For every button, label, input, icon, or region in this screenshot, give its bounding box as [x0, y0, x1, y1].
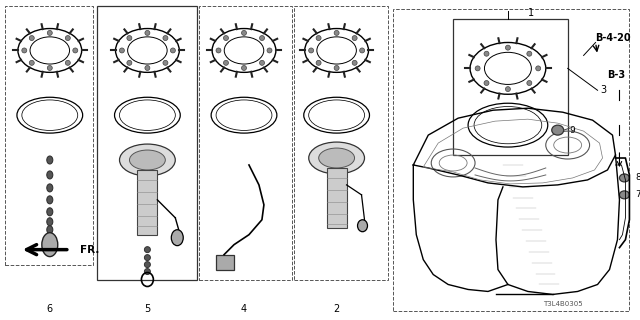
Ellipse shape: [475, 66, 480, 71]
Ellipse shape: [506, 45, 511, 50]
Bar: [97, 6, 197, 279]
Ellipse shape: [145, 30, 150, 36]
Ellipse shape: [223, 60, 228, 65]
Ellipse shape: [527, 51, 532, 56]
Ellipse shape: [223, 36, 228, 41]
Ellipse shape: [129, 150, 165, 170]
Ellipse shape: [163, 60, 168, 65]
Ellipse shape: [358, 220, 367, 232]
Ellipse shape: [316, 36, 321, 41]
Text: 3: 3: [600, 85, 607, 95]
Ellipse shape: [22, 48, 27, 53]
Ellipse shape: [334, 30, 339, 36]
Bar: [394, 9, 629, 311]
Bar: [453, 19, 568, 155]
Ellipse shape: [47, 226, 52, 234]
Ellipse shape: [484, 81, 489, 85]
Ellipse shape: [172, 230, 183, 246]
Ellipse shape: [145, 247, 150, 252]
Ellipse shape: [352, 60, 357, 65]
Ellipse shape: [145, 255, 150, 260]
Ellipse shape: [47, 196, 52, 204]
Text: FR.: FR.: [79, 244, 99, 255]
Text: 1: 1: [528, 8, 534, 18]
Ellipse shape: [308, 48, 314, 53]
Ellipse shape: [29, 60, 35, 65]
Text: 8: 8: [636, 173, 640, 182]
Ellipse shape: [260, 36, 264, 41]
Ellipse shape: [120, 48, 124, 53]
Ellipse shape: [334, 66, 339, 70]
Bar: [138, 170, 157, 235]
Ellipse shape: [47, 66, 52, 70]
Ellipse shape: [145, 261, 150, 268]
Ellipse shape: [163, 36, 168, 41]
Text: B-4-20: B-4-20: [596, 34, 631, 44]
Text: 4: 4: [241, 304, 247, 314]
Text: 5: 5: [144, 304, 150, 314]
Ellipse shape: [170, 48, 175, 53]
Text: B-3: B-3: [607, 70, 626, 80]
Ellipse shape: [127, 60, 132, 65]
Text: 6: 6: [47, 304, 53, 314]
Bar: [5, 6, 93, 265]
Ellipse shape: [241, 30, 246, 36]
Ellipse shape: [29, 36, 35, 41]
Ellipse shape: [47, 184, 52, 192]
Ellipse shape: [316, 60, 321, 65]
Ellipse shape: [47, 156, 52, 164]
Bar: [326, 168, 347, 228]
Ellipse shape: [241, 66, 246, 70]
Ellipse shape: [260, 60, 264, 65]
Ellipse shape: [47, 30, 52, 36]
Text: T3L4B0305: T3L4B0305: [543, 301, 582, 308]
Ellipse shape: [47, 171, 52, 179]
Ellipse shape: [145, 66, 150, 70]
Ellipse shape: [484, 51, 489, 56]
Text: 7: 7: [636, 190, 640, 199]
Bar: [294, 6, 388, 279]
Ellipse shape: [360, 48, 365, 53]
Ellipse shape: [127, 36, 132, 41]
Ellipse shape: [42, 233, 58, 257]
Bar: [216, 255, 234, 269]
Ellipse shape: [47, 208, 52, 216]
Ellipse shape: [216, 48, 221, 53]
Ellipse shape: [120, 144, 175, 176]
Ellipse shape: [552, 125, 564, 135]
Ellipse shape: [308, 142, 365, 174]
Bar: [199, 6, 292, 279]
Text: 9: 9: [570, 126, 575, 135]
Ellipse shape: [352, 36, 357, 41]
Ellipse shape: [65, 60, 70, 65]
Ellipse shape: [527, 81, 532, 85]
Text: 2: 2: [333, 304, 340, 314]
Ellipse shape: [145, 268, 150, 275]
Ellipse shape: [47, 218, 52, 226]
Ellipse shape: [267, 48, 272, 53]
Ellipse shape: [620, 191, 629, 199]
Ellipse shape: [620, 174, 629, 182]
Ellipse shape: [319, 148, 355, 168]
Ellipse shape: [65, 36, 70, 41]
Ellipse shape: [536, 66, 541, 71]
Ellipse shape: [73, 48, 78, 53]
Ellipse shape: [506, 87, 511, 92]
